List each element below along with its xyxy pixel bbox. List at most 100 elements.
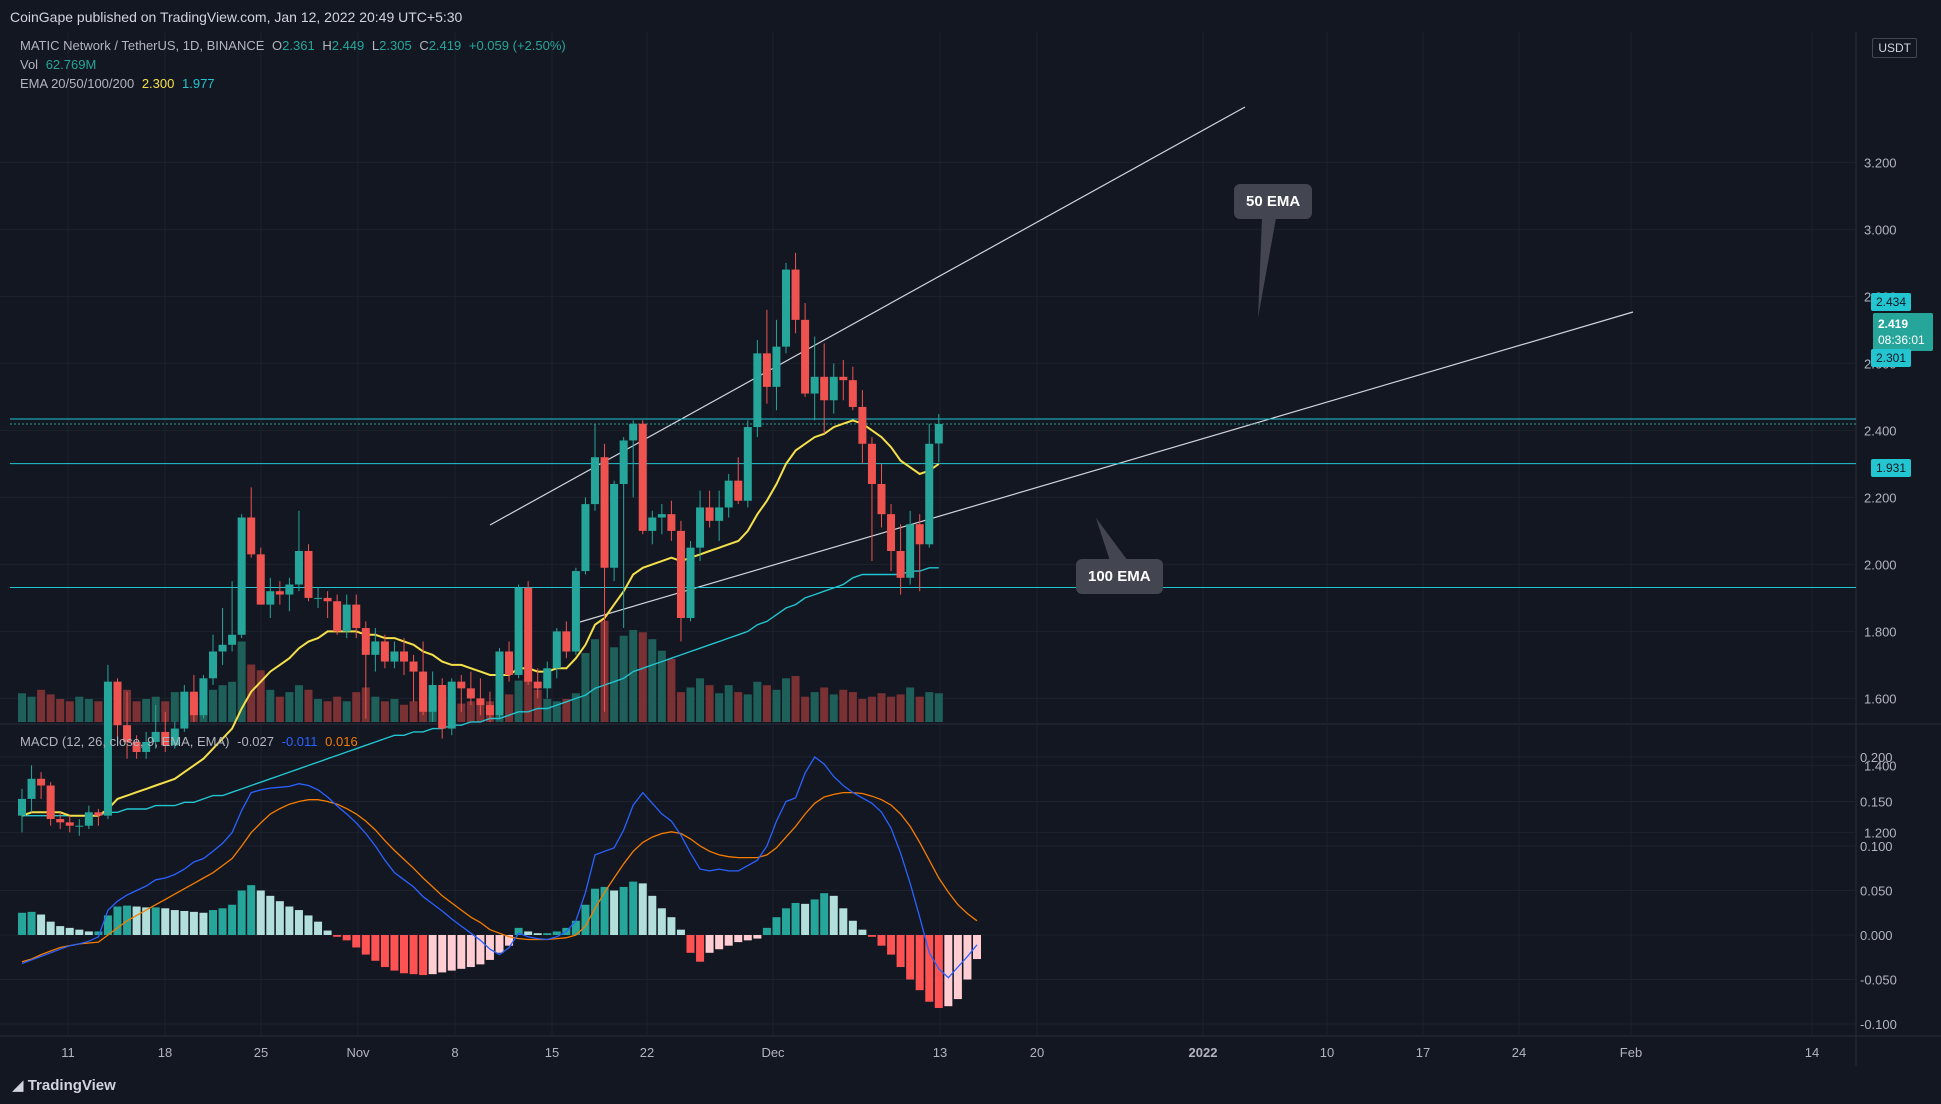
- macd-histogram-bar: [505, 935, 514, 946]
- candle-body: [237, 517, 246, 635]
- price-tick-label: 1.200: [1864, 825, 1897, 840]
- candle-body: [400, 651, 408, 662]
- macd-histogram-bar: [944, 935, 953, 1007]
- macd-histogram-bar: [619, 886, 628, 935]
- macd-histogram-bar: [657, 908, 666, 935]
- symbol-legend[interactable]: MATIC Network / TetherUS, 1D, BINANCE O2…: [20, 38, 570, 53]
- candle-body: [151, 731, 160, 742]
- volume-bar: [266, 689, 275, 722]
- candle-body: [466, 688, 475, 699]
- volume-bar: [829, 694, 838, 722]
- candle-body: [505, 651, 514, 675]
- macd-histogram-bar: [638, 883, 647, 935]
- close-label: C: [419, 38, 429, 53]
- candle-body: [801, 319, 810, 394]
- macd-histogram-bar: [485, 935, 494, 960]
- volume-bar: [782, 678, 790, 722]
- callout-50-ema[interactable]: 50 EMA: [1234, 184, 1313, 219]
- candle-body: [858, 406, 867, 444]
- macd-histogram-bar: [867, 935, 876, 937]
- macd-histogram-bar: [447, 935, 456, 971]
- candle-body: [18, 798, 26, 816]
- volume-bar: [533, 689, 542, 722]
- volume-bar: [629, 630, 638, 722]
- volume-bar: [94, 701, 103, 722]
- macd-histogram-bar: [342, 935, 351, 941]
- volume-bar: [753, 681, 762, 722]
- volume-bar: [132, 701, 141, 722]
- candle-body: [294, 551, 303, 585]
- tradingview-logo[interactable]: ◢ TradingView: [12, 1076, 116, 1094]
- volume-bar: [848, 692, 857, 722]
- candle-body: [600, 457, 609, 568]
- grid-lines: [0, 32, 1941, 1066]
- macd-hist-value: -0.027: [237, 734, 275, 749]
- volume-legend[interactable]: Vol 62.769M: [20, 57, 100, 72]
- price-tick-label: 2.200: [1864, 490, 1897, 505]
- price-tick-label: 1.600: [1864, 691, 1897, 706]
- candle-body: [161, 731, 170, 746]
- candle-body: [533, 681, 542, 689]
- macd-histogram-bar: [686, 935, 695, 953]
- volume-bar: [275, 696, 284, 722]
- candle-body: [610, 484, 619, 568]
- volume-bar: [228, 681, 237, 722]
- volume-bar: [37, 689, 46, 722]
- macd-histogram-bar: [753, 935, 762, 939]
- macd-histogram-bar: [610, 890, 619, 935]
- volume-bar: [380, 701, 389, 722]
- candle-body: [27, 778, 36, 799]
- price-tick-label: 2.400: [1864, 423, 1897, 438]
- volume-bar: [323, 701, 332, 722]
- candle-body: [782, 269, 790, 347]
- candle-body: [46, 785, 55, 819]
- macd-legend[interactable]: MACD (12, 26, close, 9, EMA, EMA) -0.027…: [20, 734, 362, 749]
- volume-bar: [256, 670, 265, 722]
- candle-body: [275, 591, 284, 595]
- ema-legend[interactable]: EMA 20/50/100/200 2.300 1.977: [20, 76, 219, 91]
- macd-histogram-bar: [266, 895, 275, 935]
- ema100-value: 1.977: [182, 76, 215, 91]
- volume-bar: [801, 696, 810, 722]
- macd-histogram-bar: [400, 935, 408, 974]
- time-axis[interactable]: 11 18 25 Nov 8 15 22 Dec 13 20 2022 10 17 24 Feb 14: [61, 1045, 1819, 1060]
- candle-body: [209, 651, 217, 679]
- macd-histogram-bar: [581, 904, 590, 935]
- candle-body: [352, 604, 361, 629]
- volume-bar: [896, 694, 905, 722]
- candle-body: [132, 741, 141, 752]
- macd-signal-line: [21, 791, 978, 963]
- candle-body: [228, 634, 237, 645]
- macd-histogram-bar: [314, 921, 323, 935]
- candle-body: [266, 591, 275, 605]
- macd-histogram-bar: [887, 935, 896, 955]
- time-tick-label: 20: [1030, 1045, 1044, 1060]
- macd-histogram-bar: [457, 935, 466, 969]
- volume-bar: [314, 699, 323, 722]
- badge-lower: 1.931: [1870, 459, 1911, 477]
- candle-body: [829, 376, 838, 401]
- macd-histogram-bar: [46, 921, 55, 935]
- macd-histogram-bar: [275, 901, 284, 935]
- lower-trendline: [579, 311, 1634, 623]
- macd-histogram-bar: [839, 908, 848, 935]
- candle-body: [715, 507, 724, 521]
- price-tick-label: 3.200: [1864, 155, 1897, 170]
- macd-histogram-bar: [438, 935, 447, 973]
- volume-bar: [552, 701, 561, 722]
- volume-bar: [581, 653, 590, 722]
- brand-name: TradingView: [27, 1077, 116, 1094]
- low-value: 2.305: [379, 38, 412, 53]
- currency-label[interactable]: USDT: [1872, 38, 1917, 58]
- candle-body: [285, 584, 294, 595]
- macd-tick-label: -0.100: [1860, 1017, 1897, 1032]
- volume-bar: [906, 687, 915, 722]
- macd-histogram-bar: [18, 912, 26, 935]
- macd-histogram-bar: [762, 927, 771, 935]
- callout-100-ema[interactable]: 100 EMA: [1076, 559, 1163, 594]
- candle-body: [619, 440, 628, 484]
- candle-body: [753, 353, 762, 428]
- macd-histogram-bar: [371, 935, 380, 961]
- time-tick-label: 2022: [1189, 1045, 1218, 1060]
- candle-body: [56, 819, 65, 823]
